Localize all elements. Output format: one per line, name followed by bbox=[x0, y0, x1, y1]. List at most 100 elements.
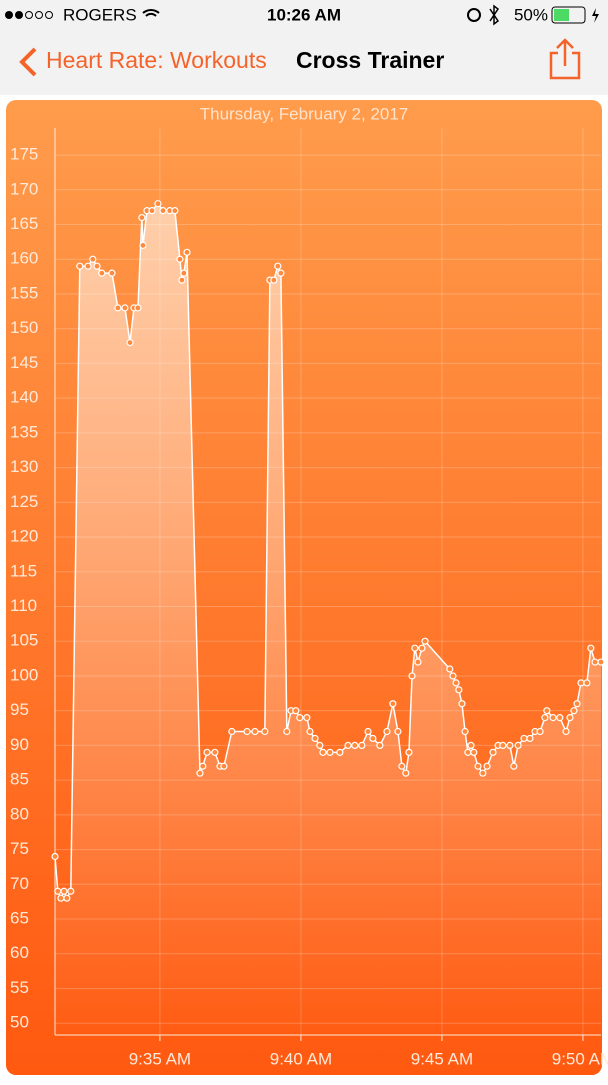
point bbox=[405, 748, 413, 756]
point bbox=[570, 707, 578, 715]
point bbox=[506, 741, 514, 749]
y-tick-label: 110 bbox=[10, 596, 37, 615]
share-button[interactable] bbox=[549, 38, 581, 80]
y-tick-label: 65 bbox=[10, 909, 29, 928]
signal bbox=[5, 11, 53, 19]
point bbox=[303, 714, 311, 722]
point bbox=[583, 679, 591, 687]
battery-fill bbox=[554, 9, 569, 21]
y-tick-label: 150 bbox=[10, 318, 38, 337]
point bbox=[76, 262, 84, 270]
x-tick-label: 9:35 AM bbox=[129, 1049, 191, 1068]
point bbox=[398, 762, 406, 770]
point bbox=[577, 679, 585, 687]
y-tick-label: 55 bbox=[10, 978, 29, 997]
point bbox=[203, 748, 211, 756]
point bbox=[311, 734, 319, 743]
point bbox=[159, 207, 167, 215]
point bbox=[526, 734, 534, 743]
chart-title: Thursday, February 2, 2017 bbox=[200, 104, 409, 123]
clock: 10:26 AM bbox=[267, 5, 341, 24]
point bbox=[394, 727, 402, 736]
point bbox=[389, 700, 397, 708]
point bbox=[306, 727, 314, 736]
point bbox=[84, 262, 92, 270]
point bbox=[358, 741, 366, 749]
point bbox=[458, 700, 466, 708]
point bbox=[467, 741, 475, 749]
point bbox=[251, 727, 259, 736]
point bbox=[464, 748, 472, 756]
point bbox=[261, 727, 269, 736]
back-button[interactable]: Heart Rate: Workouts bbox=[46, 47, 267, 73]
point bbox=[364, 727, 372, 736]
wifi-icon bbox=[142, 9, 160, 17]
point bbox=[446, 665, 454, 673]
x-tick-label: 9:40 AM bbox=[270, 1049, 332, 1068]
point bbox=[243, 727, 251, 736]
point bbox=[270, 276, 278, 284]
point bbox=[211, 748, 219, 756]
y-tick-label: 115 bbox=[10, 561, 37, 580]
point bbox=[455, 686, 463, 694]
y-tick-label: 120 bbox=[10, 527, 38, 546]
y-tick-label: 130 bbox=[10, 457, 38, 476]
point bbox=[474, 762, 482, 770]
point bbox=[134, 304, 142, 312]
y-tick-label: 160 bbox=[10, 249, 38, 268]
point bbox=[139, 241, 147, 249]
point bbox=[597, 658, 605, 666]
bluetooth-icon bbox=[489, 4, 500, 26]
point bbox=[402, 769, 410, 777]
point bbox=[344, 741, 352, 749]
point bbox=[452, 679, 460, 687]
point bbox=[180, 269, 188, 277]
point bbox=[292, 707, 300, 715]
point bbox=[449, 672, 457, 680]
point bbox=[67, 887, 75, 895]
y-tick-label: 95 bbox=[10, 700, 29, 719]
plot: 50 55 60 65 70 75 80 85 90 95 100 105 110 115 120 125 13… bbox=[10, 128, 608, 1068]
point bbox=[556, 714, 564, 722]
point bbox=[520, 734, 528, 743]
back-chevron[interactable] bbox=[19, 47, 37, 77]
point bbox=[543, 707, 551, 715]
y-tick-label: 175 bbox=[10, 145, 38, 164]
point bbox=[383, 727, 391, 736]
point bbox=[369, 734, 377, 743]
point bbox=[479, 769, 487, 777]
point bbox=[549, 714, 557, 722]
alarm-icon bbox=[467, 8, 481, 22]
point bbox=[296, 714, 304, 722]
carrier: ROGERS bbox=[63, 5, 137, 24]
y-tick-label: 85 bbox=[10, 770, 29, 789]
point bbox=[536, 727, 544, 736]
y-tick-label: 75 bbox=[10, 839, 29, 858]
point bbox=[514, 741, 522, 749]
point bbox=[171, 207, 179, 215]
point bbox=[60, 887, 68, 895]
point bbox=[483, 762, 491, 770]
point bbox=[573, 700, 581, 708]
y-tick-label: 135 bbox=[10, 422, 38, 441]
area bbox=[55, 203, 601, 1035]
point bbox=[283, 727, 291, 736]
point bbox=[591, 658, 599, 666]
point bbox=[63, 894, 71, 902]
point bbox=[228, 727, 236, 736]
y-tick-label: 80 bbox=[10, 804, 29, 823]
y-tick-label: 125 bbox=[10, 492, 38, 511]
point bbox=[587, 644, 595, 652]
y-tick-label: 145 bbox=[10, 353, 38, 372]
point bbox=[489, 748, 497, 756]
point bbox=[93, 262, 101, 270]
y-tick-label: 50 bbox=[10, 1013, 29, 1032]
point bbox=[418, 644, 426, 652]
point bbox=[176, 255, 184, 263]
point bbox=[408, 672, 416, 680]
point bbox=[411, 644, 419, 652]
point bbox=[199, 762, 207, 770]
battery-icon bbox=[551, 6, 586, 24]
y-tick-label: 90 bbox=[10, 735, 29, 754]
